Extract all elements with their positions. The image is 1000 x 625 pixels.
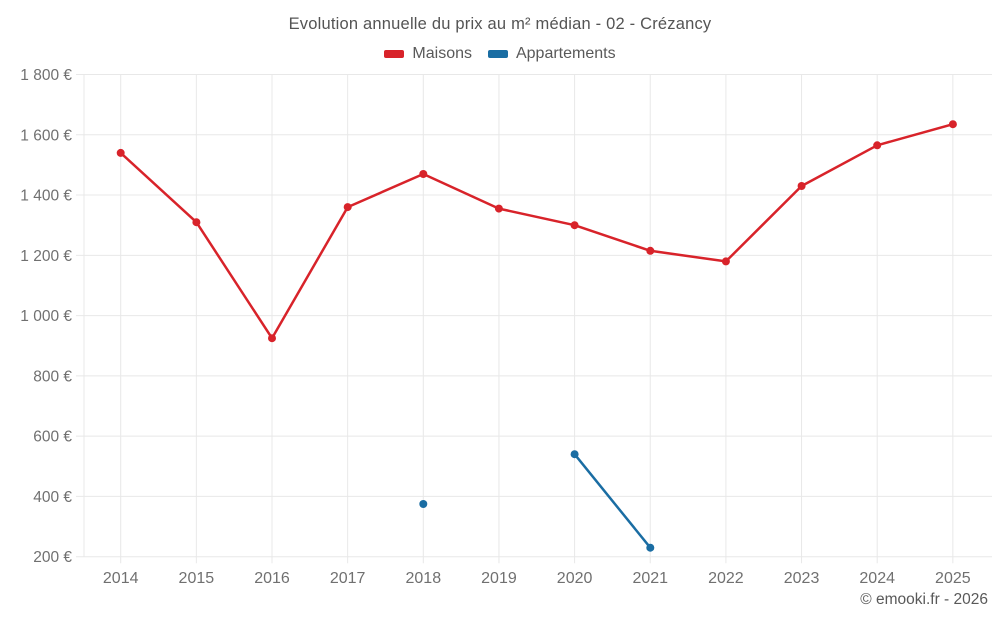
data-point-maisons-2015[interactable]	[192, 218, 201, 227]
footer-credit: © emooki.fr - 2026	[860, 591, 988, 608]
x-tick-label: 2015	[179, 570, 215, 587]
legend-item-appartements[interactable]: Appartements	[487, 45, 616, 63]
data-point-maisons-2022[interactable]	[721, 257, 730, 266]
data-point-maisons-2018[interactable]	[419, 170, 428, 178]
y-tick-label: 1 400 €	[20, 188, 72, 205]
x-tick-label: 2020	[557, 570, 593, 587]
y-tick-label: 200 €	[33, 549, 72, 566]
legend-swatch-icon	[384, 50, 405, 58]
data-point-maisons-2019[interactable]	[494, 204, 503, 213]
x-tick-label: 2023	[784, 570, 820, 587]
series-line-appartements	[573, 452, 652, 549]
x-tick-label: 2022	[708, 570, 744, 587]
chart-title: Evolution annuelle du prix au m² médian …	[288, 15, 712, 33]
data-point-maisons-2023[interactable]	[797, 182, 806, 190]
legend-label: Appartements	[515, 45, 616, 62]
data-point-maisons-2020[interactable]	[570, 221, 579, 230]
y-tick-label: 400 €	[33, 489, 72, 506]
x-tick-label: 2019	[481, 570, 517, 587]
legend: Maisons Appartements	[0, 45, 1000, 63]
data-point-maisons-2016[interactable]	[268, 334, 276, 343]
data-point-maisons-2017[interactable]	[343, 203, 352, 212]
x-tick-label: 2017	[330, 570, 366, 587]
legend-swatch-icon	[487, 50, 508, 58]
y-tick-label: 1 000 €	[20, 308, 72, 325]
data-point-maisons-2025[interactable]	[948, 120, 957, 129]
legend-label: Maisons	[412, 45, 472, 62]
x-tick-label: 2018	[406, 570, 442, 587]
data-point-maisons-2024[interactable]	[873, 141, 882, 150]
y-tick-label: 800 €	[33, 368, 72, 385]
data-point-maisons-2021[interactable]	[646, 246, 655, 255]
x-tick-label: 2014	[103, 570, 139, 587]
x-tick-label: 2024	[859, 570, 895, 587]
data-point-appartements-2021[interactable]	[646, 543, 655, 552]
data-point-appartements-2020[interactable]	[570, 450, 579, 459]
y-tick-label: 1 600 €	[20, 127, 72, 144]
y-tick-label: 600 €	[33, 429, 72, 446]
series-line-maisons	[119, 122, 955, 340]
legend-item-maisons[interactable]: Maisons	[384, 45, 472, 63]
x-tick-label: 2025	[935, 570, 971, 587]
data-point-maisons-2014[interactable]	[116, 148, 125, 157]
y-tick-label: 1 200 €	[20, 248, 72, 265]
x-tick-label: 2021	[632, 570, 668, 587]
data-point-appartements-2018[interactable]	[419, 500, 428, 508]
x-tick-label: 2016	[254, 570, 290, 587]
y-tick-label: 1 800 €	[20, 67, 72, 84]
